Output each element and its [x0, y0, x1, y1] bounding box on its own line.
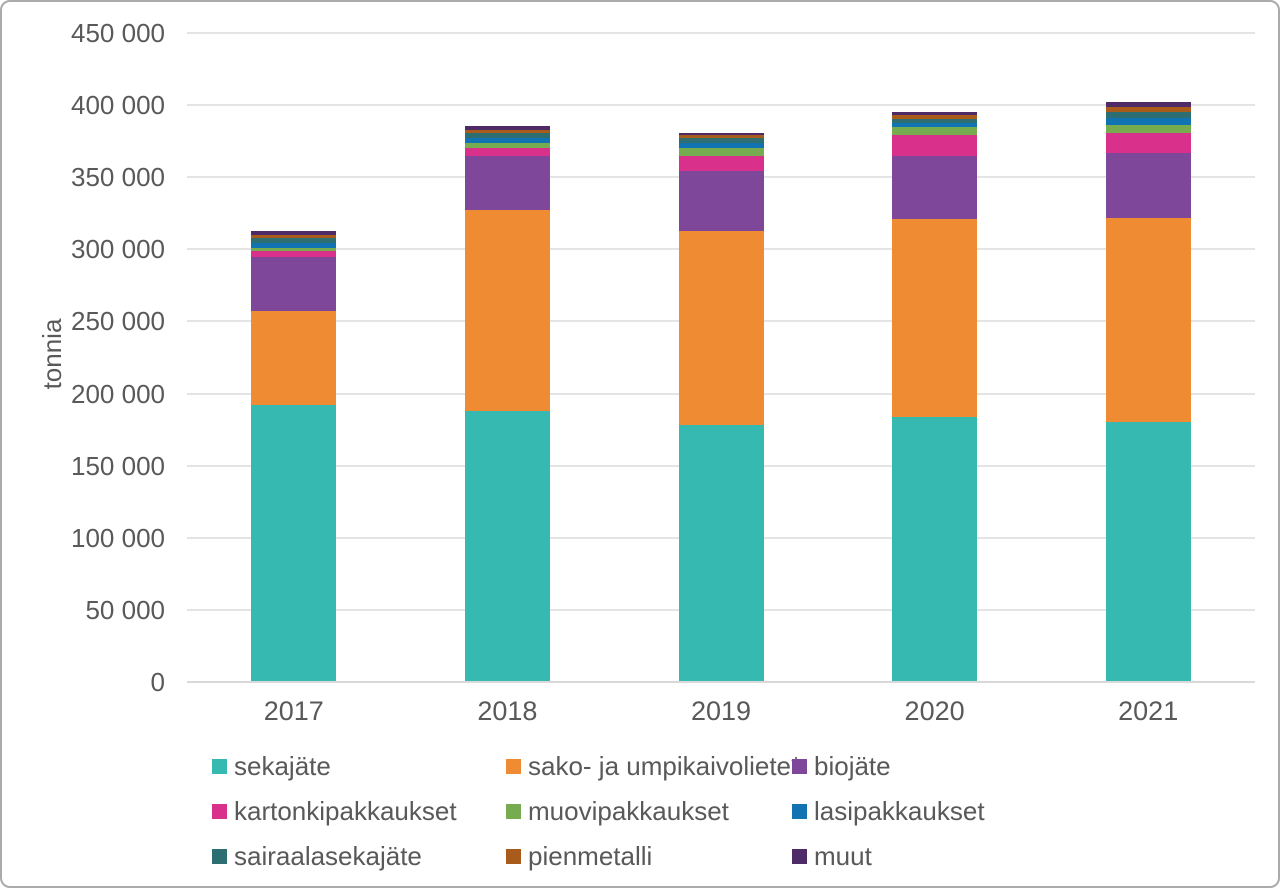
- legend-item-muut: muut: [792, 841, 872, 871]
- bar-segment-sekaj-te-2021: [1105, 422, 1191, 682]
- legend-item-sairaalasekaj-te: sairaalasekajäte: [212, 841, 422, 871]
- bar-segment-bioj-te-2018: [464, 155, 550, 211]
- legend-swatch-icon: [212, 848, 227, 864]
- bar-segment-bioj-te-2021: [1105, 153, 1191, 219]
- y-tick-label-50000: 50 000: [85, 594, 165, 625]
- bar-segment-sairaalasekaj-te-2019: [678, 138, 764, 143]
- y-tick-label-300000: 300 000: [71, 234, 165, 265]
- legend-item-sako-ja-umpikaivoliete-: sako- ja umpikaivoliete*: [506, 751, 801, 781]
- bar-segment-muovipakkaukset-2019: [678, 147, 764, 157]
- x-tick-label-2020: 2020: [904, 696, 965, 726]
- bar-segment-sairaalasekaj-te-2020: [892, 118, 978, 124]
- legend-label: muovipakkaukset: [528, 796, 729, 826]
- y-tick-label-250000: 250 000: [71, 306, 165, 337]
- bar-segment-muut-2019: [678, 133, 764, 136]
- legend-swatch-icon: [792, 803, 807, 819]
- bar-segment-sako-ja-umpikaivoliete--2019: [678, 230, 764, 426]
- bar-segment-pienmetalli-2018: [464, 129, 550, 134]
- bar-segment-kartonkipakkaukset-2017: [251, 250, 337, 258]
- legend-label: sekajäte: [234, 751, 331, 781]
- bar-segment-muovipakkaukset-2021: [1105, 125, 1191, 134]
- bar-segment-sekaj-te-2017: [251, 405, 337, 682]
- y-tick-label-400000: 400 000: [71, 90, 165, 121]
- bar-segment-pienmetalli-2021: [1105, 106, 1191, 112]
- legend-swatch-icon: [792, 758, 807, 774]
- bar-segment-kartonkipakkaukset-2018: [464, 148, 550, 156]
- legend-label: kartonkipakkaukset: [234, 796, 457, 826]
- bar-segment-sairaalasekaj-te-2021: [1105, 111, 1191, 119]
- bar-segment-lasipakkaukset-2018: [464, 137, 550, 144]
- legend-item-kartonkipakkaukset: kartonkipakkaukset: [212, 796, 457, 826]
- bar-segment-muovipakkaukset-2017: [251, 247, 337, 251]
- legend-label: muut: [814, 841, 872, 871]
- bar-segment-sairaalasekaj-te-2018: [464, 133, 550, 138]
- bar-segment-sairaalasekaj-te-2017: [251, 237, 337, 243]
- bar-segment-sekaj-te-2019: [678, 425, 764, 682]
- legend-label: pienmetalli: [528, 841, 653, 871]
- legend-label: lasipakkaukset: [814, 796, 985, 826]
- bar-segment-bioj-te-2019: [678, 170, 764, 231]
- bar-segment-pienmetalli-2017: [251, 234, 337, 238]
- bar-segment-kartonkipakkaukset-2021: [1105, 133, 1191, 154]
- bar-segment-sako-ja-umpikaivoliete--2021: [1105, 218, 1191, 423]
- legend-swatch-icon: [506, 803, 521, 819]
- bar-segment-sekaj-te-2020: [892, 416, 978, 682]
- bar-segment-pienmetalli-2019: [678, 135, 764, 139]
- y-tick-label-100000: 100 000: [71, 522, 165, 553]
- bar-segment-muovipakkaukset-2018: [464, 143, 550, 149]
- gridline-400000: [187, 104, 1255, 107]
- bar-segment-bioj-te-2017: [251, 257, 337, 312]
- y-tick-label-0: 0: [150, 667, 165, 697]
- legend-label: biojäte: [814, 751, 891, 781]
- bar-segment-lasipakkaukset-2021: [1105, 118, 1191, 126]
- bar-segment-sekaj-te-2018: [464, 410, 550, 682]
- legend-label: sako- ja umpikaivoliete*: [528, 751, 802, 781]
- legend-item-muovipakkaukset: muovipakkaukset: [506, 796, 729, 826]
- bar-segment-bioj-te-2020: [892, 156, 978, 220]
- legend-swatch-icon: [506, 758, 521, 774]
- y-tick-label-150000: 150 000: [71, 450, 165, 481]
- x-tick-label-2021: 2021: [1118, 696, 1179, 726]
- bar-segment-sako-ja-umpikaivoliete--2017: [251, 311, 337, 406]
- x-axis-line: [187, 681, 1255, 683]
- y-axis-title: tonnia: [37, 318, 67, 390]
- x-tick-label-2018: 2018: [477, 696, 538, 726]
- bar-segment-lasipakkaukset-2017: [251, 242, 337, 248]
- bar-segment-kartonkipakkaukset-2019: [678, 156, 764, 171]
- legend-item-sekaj-te: sekajäte: [212, 751, 331, 781]
- bar-segment-sako-ja-umpikaivoliete--2018: [464, 210, 550, 411]
- legend-item-bioj-te: biojäte: [792, 751, 891, 781]
- x-tick-label-2017: 2017: [263, 696, 324, 726]
- bar-segment-lasipakkaukset-2019: [678, 142, 764, 148]
- bar-segment-muovipakkaukset-2020: [892, 127, 978, 136]
- y-tick-label-450000: 450 000: [71, 18, 165, 48]
- legend-label: sairaalasekajäte: [234, 841, 422, 871]
- bar-segment-kartonkipakkaukset-2020: [892, 135, 978, 157]
- legend-swatch-icon: [212, 758, 227, 774]
- bar-segment-muut-2020: [892, 112, 978, 116]
- y-tick-label-350000: 350 000: [71, 162, 165, 193]
- gridline-450000: [187, 32, 1255, 34]
- y-tick-label-200000: 200 000: [71, 378, 165, 409]
- legend-item-pienmetalli: pienmetalli: [506, 841, 652, 871]
- x-tick-label-2019: 2019: [690, 696, 752, 726]
- bar-segment-muut-2018: [464, 126, 550, 130]
- legend-swatch-icon: [792, 848, 807, 864]
- bar-segment-pienmetalli-2020: [892, 115, 978, 119]
- bar-segment-muut-2021: [1105, 102, 1191, 107]
- legend-swatch-icon: [212, 803, 227, 819]
- bar-segment-muut-2017: [251, 230, 337, 235]
- legend-swatch-icon: [506, 848, 521, 864]
- bar-segment-sako-ja-umpikaivoliete--2020: [892, 219, 978, 417]
- bar-segment-lasipakkaukset-2020: [892, 123, 978, 128]
- legend-item-lasipakkaukset: lasipakkaukset: [792, 796, 985, 826]
